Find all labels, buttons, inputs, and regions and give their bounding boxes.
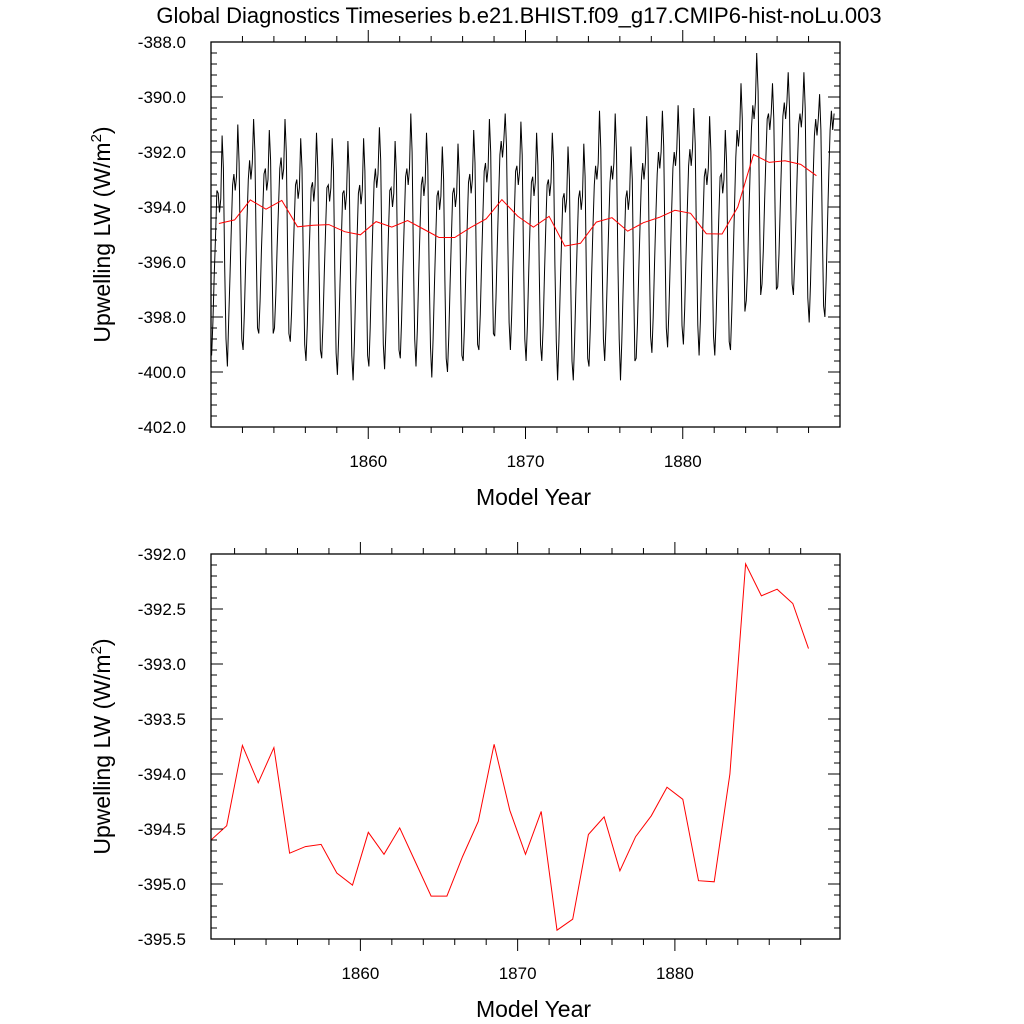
top-y-tick-label: -402.0 [138,418,186,437]
bottom-series-annual-line [211,562,809,932]
top-y-tick-label: -390.0 [138,88,186,107]
bottom-plot-frame [210,553,841,940]
top-plot-frame [210,41,841,428]
bottom-x-tick-label: 1870 [499,964,537,983]
bottom-y-tick-label: -395.0 [138,875,186,894]
top-x-axis-title: Model Year [476,484,591,510]
bottom-y-axis-title: Upwelling LW (W/m2) [88,638,115,854]
bottom-y-tick-label: -393.5 [138,710,186,729]
bottom-chart-panel: -395.5 -395.0 -394.5 -394.0 -393.5 -393.0 -392… [88,542,841,1022]
top-y-tick-label: -396.0 [138,253,186,272]
top-y-tick-label: -392.0 [138,143,186,162]
top-x-tick-label: 1880 [664,452,702,471]
top-y-tick-label: -398.0 [138,308,186,327]
figure-title: Global Diagnostics Timeseries b.e21.BHIS… [156,3,881,28]
top-series-annual-line [218,153,817,247]
top-chart-panel: -402.0 -400.0 -398.0 -396.0 -394.0 -392.0 -390… [88,30,841,510]
bottom-y-tick-label: -392.5 [138,600,186,619]
top-y-tick-label: -394.0 [138,198,186,217]
bottom-y-tick-label: -392.0 [138,545,186,564]
bottom-y-tick-label: -393.0 [138,655,186,674]
top-y-tick-label: -388.0 [138,33,186,52]
top-y-tick-label: -400.0 [138,363,186,382]
bottom-x-tick-label: 1880 [656,964,694,983]
bottom-y-tick-label: -394.5 [138,820,186,839]
top-x-tick-label: 1870 [507,452,545,471]
top-x-tick-label: 1860 [349,452,387,471]
bottom-x-tick-label: 1860 [341,964,379,983]
top-series-monthly-line [211,52,835,381]
bottom-x-axis-title: Model Year [476,996,591,1022]
bottom-y-tick-label: -394.0 [138,765,186,784]
top-y-axis-title: Upwelling LW (W/m2) [88,126,115,342]
bottom-y-tick-label: -395.5 [138,930,186,949]
